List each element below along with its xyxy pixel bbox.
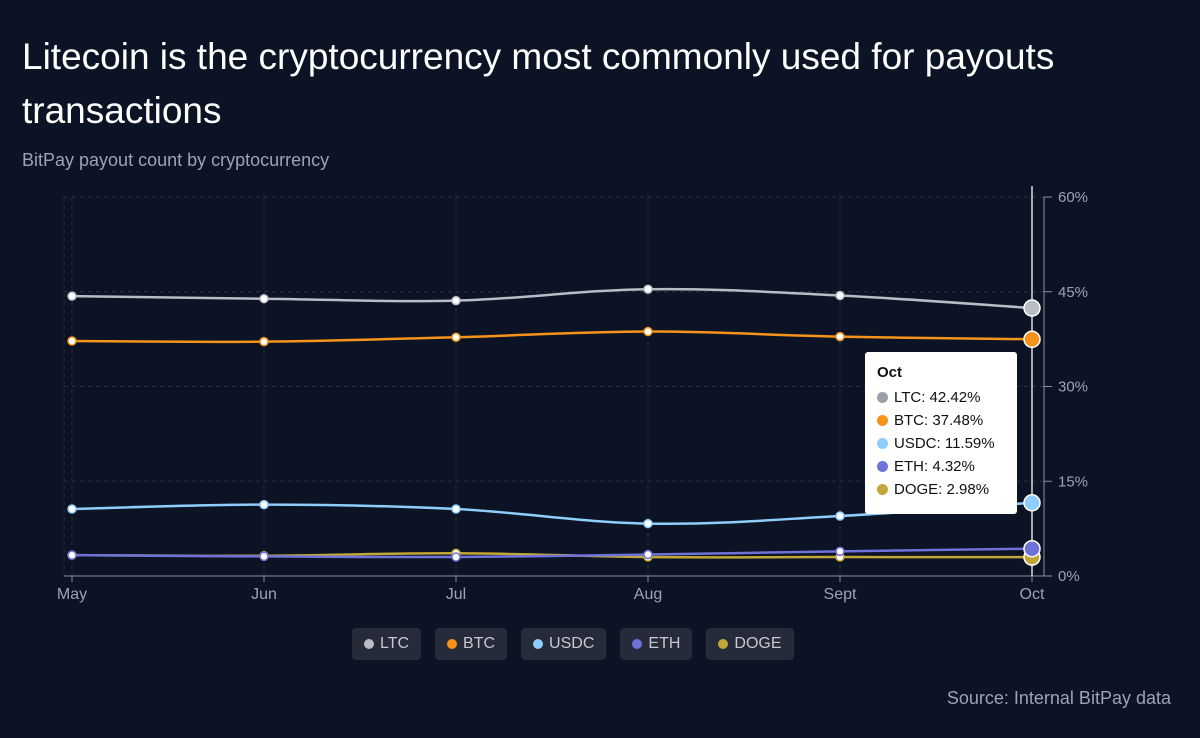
series-point-btc-active [1023,330,1041,349]
series-point-eth-active [1023,539,1041,558]
legend-label-usdc: USDC [549,635,595,652]
x-tick-label: Oct [1020,586,1045,603]
series-point-ltc-active [1023,299,1041,317]
series-point-usdc-active [1023,494,1041,512]
tooltip-text-doge: DOGE: 2.98% [894,481,990,498]
series-line-usdc [71,501,1033,525]
series-point-ltc [835,290,845,301]
series-line-ltc [71,287,1033,310]
legend-dot-doge [718,639,729,649]
legend-label-eth: ETH [648,635,681,652]
series-point-btc [835,331,845,342]
legend-label-doge: DOGE [734,635,782,652]
chart-subtitle: BitPay payout count by cryptocurrency [22,150,330,170]
y-tick-label: 15% [1058,473,1088,490]
legend-item-ltc[interactable]: LTC [352,628,422,660]
series-point-eth [259,551,269,562]
tooltip-title: Oct [877,364,903,381]
series-point-usdc [835,511,845,521]
tooltip-dot-btc [877,415,888,426]
tooltip-text-btc: BTC: 37.48% [894,412,984,429]
series-point-btc [259,336,269,347]
tooltip-row-usdc: USDC: 11.59% [877,432,1005,455]
series-point-ltc [643,284,653,294]
series-point-ltc [451,295,461,306]
x-tick-label: Sept [824,586,857,603]
source-note: Source: Internal BitPay data [946,688,1171,708]
legend-item-btc[interactable]: BTC [435,628,508,660]
tooltip-text-ltc: LTC: 42.42% [894,389,981,406]
series-point-eth [451,552,461,562]
series-line-eth [71,547,1033,559]
x-tick-label: Jun [251,586,277,603]
series-point-eth [67,550,77,560]
x-tick-label: Aug [634,586,662,603]
legend-dot-btc [447,639,458,649]
y-tick-label: 45% [1058,284,1088,301]
series-point-usdc [67,504,77,514]
legend-label-ltc: LTC [380,635,410,652]
legend-item-usdc[interactable]: USDC [521,628,607,660]
tooltip-row-doge: DOGE: 2.98% [877,478,1005,501]
x-tick-label: Jul [446,586,466,603]
tooltip-text-eth: ETH: 4.32% [894,458,975,475]
series-point-btc [643,326,653,337]
series-point-eth [643,549,653,560]
legend-item-eth[interactable]: ETH [620,628,693,660]
y-tick-label: 30% [1058,379,1088,396]
hover-tooltip: Oct LTC: 42.42% BTC: 37.48% USDC: 11.59%… [865,352,1017,514]
series-point-eth [835,546,845,557]
tooltip-row-eth: ETH: 4.32% [877,455,1005,478]
tooltip-row-ltc: LTC: 42.42% [877,386,1005,409]
series-point-usdc [643,518,653,529]
series-point-usdc [451,504,461,514]
legend-label-btc: BTC [463,635,496,652]
tooltip-text-usdc: USDC: 11.59% [894,435,995,452]
tooltip-row-btc: BTC: 37.48% [877,409,1005,432]
tooltip-dot-eth [877,461,888,472]
y-tick-label: 60% [1058,189,1088,206]
x-tick-label: May [57,586,87,603]
legend-dot-usdc [533,639,544,649]
series-point-usdc [259,499,269,510]
tooltip-dot-doge [877,484,888,495]
legend-dot-eth [632,639,643,649]
legend-item-doge[interactable]: DOGE [706,628,794,660]
y-tick-label: 0% [1058,568,1080,585]
series-point-btc [67,336,77,346]
legend-dot-ltc [364,639,374,649]
series-point-ltc [259,293,269,304]
chart-title: Litecoin is the cryptocurrency most comm… [22,36,1055,131]
tooltip-dot-ltc [877,392,888,403]
tooltip-dot-usdc [877,438,888,449]
series-point-btc [451,332,461,342]
series-line-btc [71,330,1033,344]
series-point-ltc [67,291,77,301]
chart-legend: LTC BTC USDC ETH DOGE [352,628,794,660]
